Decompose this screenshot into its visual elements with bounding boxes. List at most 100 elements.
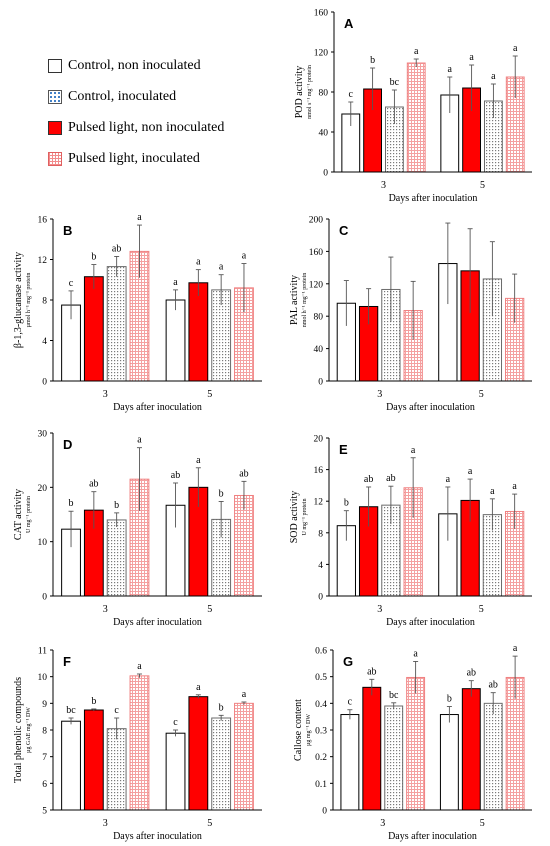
- significance-letter: ab: [171, 470, 180, 481]
- x-axis-label: Days after inoculation: [386, 617, 475, 628]
- y-tick-label: 12: [314, 498, 324, 508]
- y-tick-label: 120: [309, 280, 324, 290]
- x-category-label: 5: [479, 604, 484, 615]
- legend-item-pulsed-light-non-inoculated: Pulsed light, non inoculated: [48, 112, 278, 143]
- bar: [406, 62, 426, 173]
- y-tick-label: 9: [42, 700, 47, 710]
- panel-letter: B: [63, 223, 72, 238]
- significance-letter: ab: [89, 479, 98, 490]
- significance-letter: b: [91, 696, 96, 707]
- significance-letter: a: [137, 435, 142, 446]
- y-tick-label: 12: [38, 256, 48, 266]
- x-category-label: 5: [207, 604, 212, 615]
- panel-letter: D: [63, 437, 72, 452]
- legend-swatch-pink: [48, 151, 62, 166]
- x-category-label: 5: [480, 180, 485, 191]
- y-tick-label: 0.5: [315, 673, 327, 683]
- significance-letter: b: [344, 498, 349, 509]
- significance-letter: b: [114, 500, 119, 511]
- y-axis-label: POD activity: [294, 66, 305, 119]
- legend-label: Pulsed light, inoculated: [68, 150, 200, 166]
- y-tick-label: 0.2: [315, 753, 327, 763]
- significance-letter: ab: [488, 680, 497, 691]
- significance-letter: b: [69, 498, 74, 509]
- bar: [106, 519, 127, 597]
- significance-letter: ab: [239, 468, 248, 479]
- y-tick-label: 10: [38, 538, 48, 548]
- y-tick-label: 8: [318, 529, 323, 539]
- x-category-label: 3: [377, 389, 382, 400]
- bar: [340, 714, 360, 811]
- bar: [188, 696, 209, 811]
- x-category-label: 5: [480, 818, 485, 829]
- y-tick-label: 0: [318, 593, 323, 603]
- x-axis-label: Days after inoculation: [113, 831, 202, 842]
- bar: [61, 720, 81, 811]
- y-tick-label: 7: [42, 753, 47, 763]
- significance-letter: c: [114, 705, 119, 716]
- x-category-label: 5: [479, 389, 484, 400]
- significance-letter: c: [349, 89, 354, 100]
- panel-letter: F: [63, 654, 71, 669]
- bar: [439, 714, 459, 811]
- x-category-label: 3: [380, 818, 385, 829]
- y-tick-label: 0: [322, 807, 327, 817]
- y-tick-label: 16: [314, 466, 324, 476]
- x-category-label: 3: [103, 389, 108, 400]
- x-axis-label: Days after inoculation: [113, 402, 202, 413]
- y-tick-label: 11: [38, 647, 47, 657]
- y-tick-label: 30: [38, 430, 48, 440]
- bar: [83, 709, 104, 811]
- bar: [362, 686, 382, 811]
- y-tick-label: 200: [309, 216, 324, 226]
- y-axis-unit-label: nmol s⁻¹ mg⁻¹ protein: [307, 65, 313, 119]
- y-axis-label: Total phenolic compounds: [13, 677, 24, 783]
- x-axis-label: Days after inoculation: [113, 617, 202, 628]
- x-category-label: 3: [103, 818, 108, 829]
- y-axis-unit-label: U mg⁻¹ protein: [302, 499, 308, 536]
- significance-letter: a: [242, 251, 247, 262]
- legend: Control, non inoculated Control, inocula…: [48, 50, 278, 174]
- significance-letter: a: [448, 64, 453, 75]
- y-axis-unit-label: µmol h⁻¹ mg⁻¹ protein: [26, 273, 32, 328]
- significance-letter: a: [512, 481, 517, 492]
- legend-swatch-dots: [48, 89, 62, 104]
- y-axis-unit-label: µg mg⁻¹ DW: [306, 714, 312, 746]
- significance-letter: bc: [389, 690, 399, 701]
- x-category-label: 3: [377, 604, 382, 615]
- significance-letter: a: [196, 682, 201, 693]
- y-tick-label: 0: [42, 378, 47, 388]
- chart-panel-c: 0 40 80 120 160 200 3 5 C Days after inoculation P…: [289, 216, 532, 413]
- significance-letter: a: [196, 455, 201, 466]
- significance-letter: a: [219, 262, 224, 273]
- x-category-label: 3: [103, 604, 108, 615]
- bar: [165, 732, 186, 811]
- y-axis-label: Callose content: [293, 699, 304, 761]
- chart-panel-e: 0 4 8 12 16 20 b ab ab a 3 a a a a 5 E Days after inocula…: [289, 435, 532, 628]
- x-axis-label: Days after inoculation: [386, 402, 475, 413]
- y-tick-label: 4: [318, 561, 323, 571]
- y-axis-unit-label: nmol h⁻¹ mg⁻¹ protein: [302, 273, 308, 327]
- y-tick-label: 0.4: [315, 700, 327, 710]
- y-tick-label: 0.3: [315, 727, 327, 737]
- y-axis-label: β-1,3-glucanase activity: [13, 252, 24, 348]
- x-category-label: 3: [381, 180, 386, 191]
- significance-letter: b: [219, 702, 224, 713]
- significance-letter: c: [348, 697, 353, 708]
- significance-letter: a: [468, 466, 473, 477]
- legend-item-control-non-inoculated: Control, non inoculated: [48, 50, 278, 81]
- significance-letter: ab: [364, 474, 373, 485]
- significance-letter: b: [219, 488, 224, 499]
- y-tick-label: 120: [314, 49, 329, 59]
- y-tick-label: 40: [314, 345, 324, 355]
- y-tick-label: 0: [323, 169, 328, 179]
- y-tick-label: 80: [319, 89, 329, 99]
- x-axis-label: Days after inoculation: [388, 831, 477, 842]
- panel-letter: G: [343, 654, 353, 669]
- significance-letter: a: [242, 689, 247, 700]
- chart-panel-b: 0 4 8 12 16 c b ab a 3 a a a a 5 B Days after inoculatio…: [13, 212, 262, 413]
- bar: [129, 675, 150, 811]
- legend-label: Pulsed light, non inoculated: [68, 119, 225, 135]
- significance-letter: a: [469, 52, 474, 63]
